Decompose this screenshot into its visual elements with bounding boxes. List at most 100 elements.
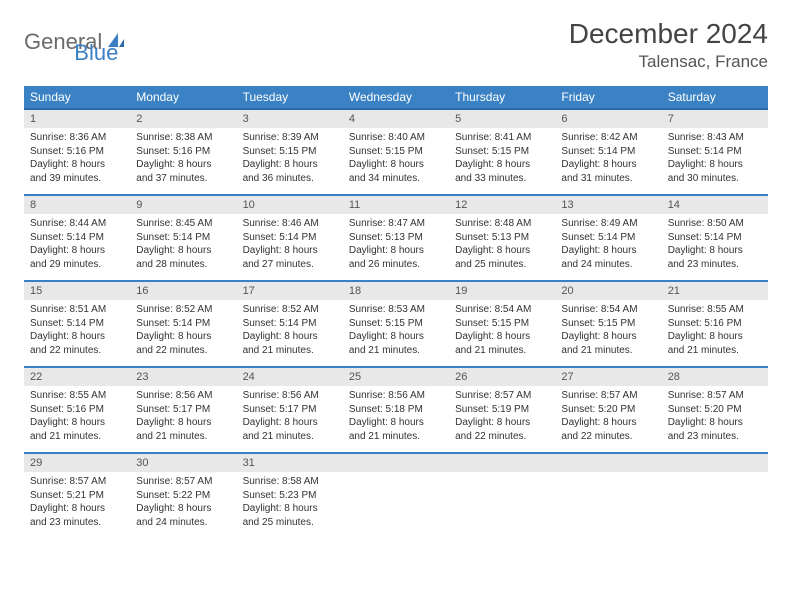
sunset-line: Sunset: 5:14 PM: [668, 145, 762, 159]
header: General Blue December 2024 Talensac, Fra…: [24, 18, 768, 72]
daylight-line: Daylight: 8 hours and 25 minutes.: [243, 502, 337, 529]
daylight-line: Daylight: 8 hours and 29 minutes.: [30, 244, 124, 271]
day-details: Sunrise: 8:57 AMSunset: 5:21 PMDaylight:…: [24, 472, 130, 535]
sunset-line: Sunset: 5:21 PM: [30, 489, 124, 503]
calendar-row: 15Sunrise: 8:51 AMSunset: 5:14 PMDayligh…: [24, 281, 768, 367]
weekday-header: Thursday: [449, 86, 555, 109]
sunrise-line: Sunrise: 8:56 AM: [243, 389, 337, 403]
weekday-header-row: SundayMondayTuesdayWednesdayThursdayFrid…: [24, 86, 768, 109]
day-details: Sunrise: 8:57 AMSunset: 5:20 PMDaylight:…: [555, 386, 661, 449]
calendar-row: 22Sunrise: 8:55 AMSunset: 5:16 PMDayligh…: [24, 367, 768, 453]
calendar-day-cell: 30Sunrise: 8:57 AMSunset: 5:22 PMDayligh…: [130, 453, 236, 539]
day-details: Sunrise: 8:57 AMSunset: 5:22 PMDaylight:…: [130, 472, 236, 535]
weekday-header: Saturday: [662, 86, 768, 109]
daylight-line: Daylight: 8 hours and 22 minutes.: [455, 416, 549, 443]
daylight-line: Daylight: 8 hours and 39 minutes.: [30, 158, 124, 185]
day-details: [662, 472, 768, 522]
sunset-line: Sunset: 5:16 PM: [30, 145, 124, 159]
sunrise-line: Sunrise: 8:58 AM: [243, 475, 337, 489]
sunrise-line: Sunrise: 8:41 AM: [455, 131, 549, 145]
weekday-header: Tuesday: [237, 86, 343, 109]
sunrise-line: Sunrise: 8:40 AM: [349, 131, 443, 145]
calendar-day-cell: 24Sunrise: 8:56 AMSunset: 5:17 PMDayligh…: [237, 367, 343, 453]
calendar-day-cell: 22Sunrise: 8:55 AMSunset: 5:16 PMDayligh…: [24, 367, 130, 453]
sunset-line: Sunset: 5:16 PM: [30, 403, 124, 417]
day-details: Sunrise: 8:54 AMSunset: 5:15 PMDaylight:…: [555, 300, 661, 363]
day-details: Sunrise: 8:46 AMSunset: 5:14 PMDaylight:…: [237, 214, 343, 277]
day-number: 2: [130, 110, 236, 128]
sunrise-line: Sunrise: 8:54 AM: [561, 303, 655, 317]
day-number: 4: [343, 110, 449, 128]
daylight-line: Daylight: 8 hours and 37 minutes.: [136, 158, 230, 185]
calendar-day-cell: 31Sunrise: 8:58 AMSunset: 5:23 PMDayligh…: [237, 453, 343, 539]
calendar-day-cell: 4Sunrise: 8:40 AMSunset: 5:15 PMDaylight…: [343, 109, 449, 195]
sunset-line: Sunset: 5:16 PM: [136, 145, 230, 159]
sunset-line: Sunset: 5:20 PM: [561, 403, 655, 417]
daylight-line: Daylight: 8 hours and 21 minutes.: [136, 416, 230, 443]
sunset-line: Sunset: 5:17 PM: [136, 403, 230, 417]
day-details: Sunrise: 8:43 AMSunset: 5:14 PMDaylight:…: [662, 128, 768, 191]
calendar-day-cell: 2 Sunrise: 8:38 AMSunset: 5:16 PMDaylight…: [130, 109, 236, 195]
daylight-line: Daylight: 8 hours and 23 minutes.: [668, 416, 762, 443]
day-details: Sunrise: 8:44 AMSunset: 5:14 PMDaylight:…: [24, 214, 130, 277]
calendar-day-cell: 28Sunrise: 8:57 AMSunset: 5:20 PMDayligh…: [662, 367, 768, 453]
day-details: Sunrise: 8:41 AMSunset: 5:15 PMDaylight:…: [449, 128, 555, 191]
sunset-line: Sunset: 5:14 PM: [243, 317, 337, 331]
day-details: Sunrise: 8:56 AMSunset: 5:17 PMDaylight:…: [130, 386, 236, 449]
month-title: December 2024: [569, 18, 768, 50]
calendar-day-cell: 3Sunrise: 8:39 AMSunset: 5:15 PMDaylight…: [237, 109, 343, 195]
sunrise-line: Sunrise: 8:49 AM: [561, 217, 655, 231]
sunrise-line: Sunrise: 8:44 AM: [30, 217, 124, 231]
day-details: Sunrise: 8:51 AMSunset: 5:14 PMDaylight:…: [24, 300, 130, 363]
day-number: 21: [662, 282, 768, 300]
sunrise-line: Sunrise: 8:45 AM: [136, 217, 230, 231]
calendar-row: 29Sunrise: 8:57 AMSunset: 5:21 PMDayligh…: [24, 453, 768, 539]
day-number: 26: [449, 368, 555, 386]
sunset-line: Sunset: 5:19 PM: [455, 403, 549, 417]
day-details: Sunrise: 8:49 AMSunset: 5:14 PMDaylight:…: [555, 214, 661, 277]
calendar-empty-cell: [555, 453, 661, 539]
calendar-body: 1Sunrise: 8:36 AMSunset: 5:16 PMDaylight…: [24, 109, 768, 539]
day-number: 11: [343, 196, 449, 214]
sunset-line: Sunset: 5:20 PM: [668, 403, 762, 417]
sunrise-line: Sunrise: 8:55 AM: [668, 303, 762, 317]
sunrise-line: Sunrise: 8:36 AM: [30, 131, 124, 145]
day-details: Sunrise: 8:58 AMSunset: 5:23 PMDaylight:…: [237, 472, 343, 535]
sunset-line: Sunset: 5:22 PM: [136, 489, 230, 503]
day-number: 9: [130, 196, 236, 214]
day-number: 25: [343, 368, 449, 386]
day-number: 6: [555, 110, 661, 128]
day-number: 8: [24, 196, 130, 214]
day-number: 1: [24, 110, 130, 128]
day-details: Sunrise: 8:57 AMSunset: 5:20 PMDaylight:…: [662, 386, 768, 449]
calendar-day-cell: 18Sunrise: 8:53 AMSunset: 5:15 PMDayligh…: [343, 281, 449, 367]
day-number: [555, 454, 661, 472]
calendar-day-cell: 29Sunrise: 8:57 AMSunset: 5:21 PMDayligh…: [24, 453, 130, 539]
daylight-line: Daylight: 8 hours and 21 minutes.: [455, 330, 549, 357]
day-details: Sunrise: 8:56 AMSunset: 5:18 PMDaylight:…: [343, 386, 449, 449]
daylight-line: Daylight: 8 hours and 24 minutes.: [136, 502, 230, 529]
sunrise-line: Sunrise: 8:56 AM: [349, 389, 443, 403]
calendar-table: SundayMondayTuesdayWednesdayThursdayFrid…: [24, 86, 768, 539]
calendar-day-cell: 17Sunrise: 8:52 AMSunset: 5:14 PMDayligh…: [237, 281, 343, 367]
calendar-day-cell: 27Sunrise: 8:57 AMSunset: 5:20 PMDayligh…: [555, 367, 661, 453]
weekday-header: Sunday: [24, 86, 130, 109]
daylight-line: Daylight: 8 hours and 22 minutes.: [30, 330, 124, 357]
day-number: 27: [555, 368, 661, 386]
daylight-line: Daylight: 8 hours and 24 minutes.: [561, 244, 655, 271]
day-number: 7: [662, 110, 768, 128]
sunset-line: Sunset: 5:18 PM: [349, 403, 443, 417]
calendar-empty-cell: [662, 453, 768, 539]
day-details: [449, 472, 555, 522]
sunrise-line: Sunrise: 8:38 AM: [136, 131, 230, 145]
daylight-line: Daylight: 8 hours and 21 minutes.: [349, 416, 443, 443]
day-number: 19: [449, 282, 555, 300]
calendar-empty-cell: [449, 453, 555, 539]
sunrise-line: Sunrise: 8:39 AM: [243, 131, 337, 145]
calendar-day-cell: 1 Sunrise: 8:36 AMSunset: 5:16 PMDaylight…: [24, 109, 130, 195]
sunrise-line: Sunrise: 8:48 AM: [455, 217, 549, 231]
sunrise-line: Sunrise: 8:52 AM: [136, 303, 230, 317]
daylight-line: Daylight: 8 hours and 34 minutes.: [349, 158, 443, 185]
day-details: Sunrise: 8:55 AMSunset: 5:16 PMDaylight:…: [662, 300, 768, 363]
day-details: Sunrise: 8:55 AMSunset: 5:16 PMDaylight:…: [24, 386, 130, 449]
